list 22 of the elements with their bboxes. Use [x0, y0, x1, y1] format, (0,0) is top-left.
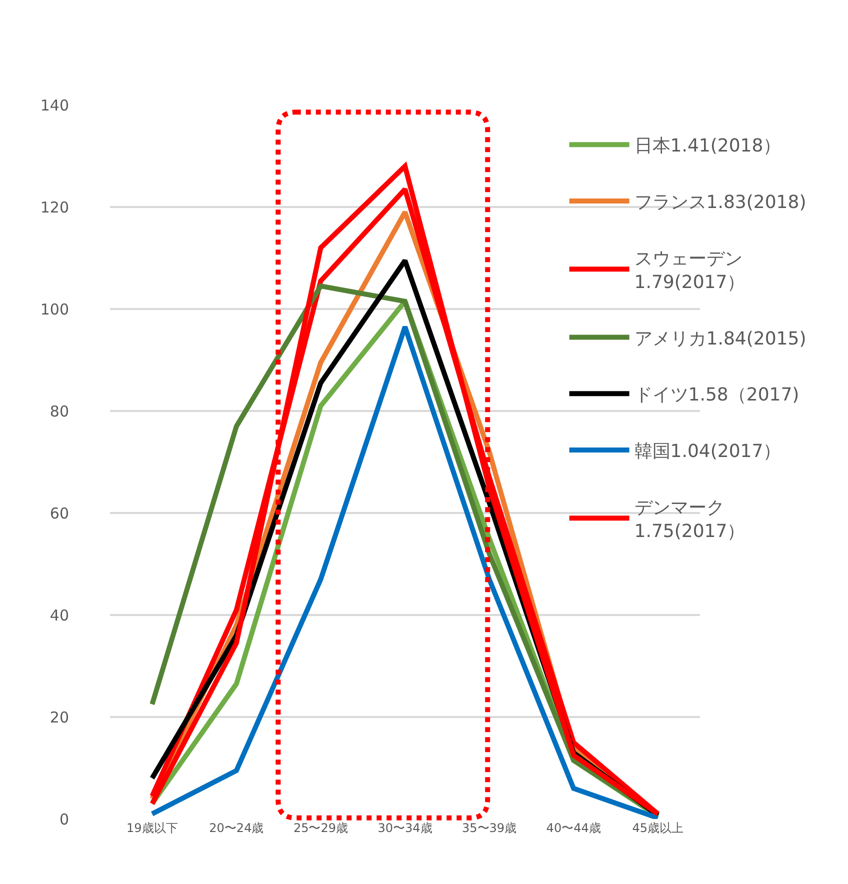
y-tick-label: 60: [50, 504, 69, 522]
y-tick-label: 120: [40, 198, 69, 216]
legend-label: フランス1.83(2018): [634, 192, 806, 214]
x-tick-label: 19歳以下: [126, 821, 178, 835]
legend-label: アメリカ1.84(2015): [634, 328, 806, 350]
x-tick-label: 40〜44歳: [546, 821, 601, 835]
x-tick-label: 20〜24歳: [209, 821, 264, 835]
y-tick-label: 140: [40, 96, 69, 114]
y-tick-label: 0: [59, 810, 69, 828]
y-tick-label: 20: [50, 708, 69, 726]
x-tick-label: 25〜29歳: [293, 821, 348, 835]
x-tick-label: 30〜34歳: [378, 821, 432, 835]
legend-label: 韓国1.04(2017）: [634, 441, 782, 462]
legend-label: スウェーデン 1.79(2017）: [634, 248, 746, 293]
y-tick-label: 80: [50, 402, 69, 420]
y-tick-label: 100: [40, 300, 69, 318]
legend-label: ドイツ1.58（2017): [634, 384, 800, 406]
legend-label: デンマーク 1.75(2017）: [634, 497, 746, 542]
x-tick-label: 45歳以上: [632, 821, 684, 835]
legend-label: 日本1.41(2018）: [634, 136, 782, 157]
x-tick-label: 35〜39歳: [462, 821, 517, 835]
y-tick-label: 40: [50, 606, 69, 624]
